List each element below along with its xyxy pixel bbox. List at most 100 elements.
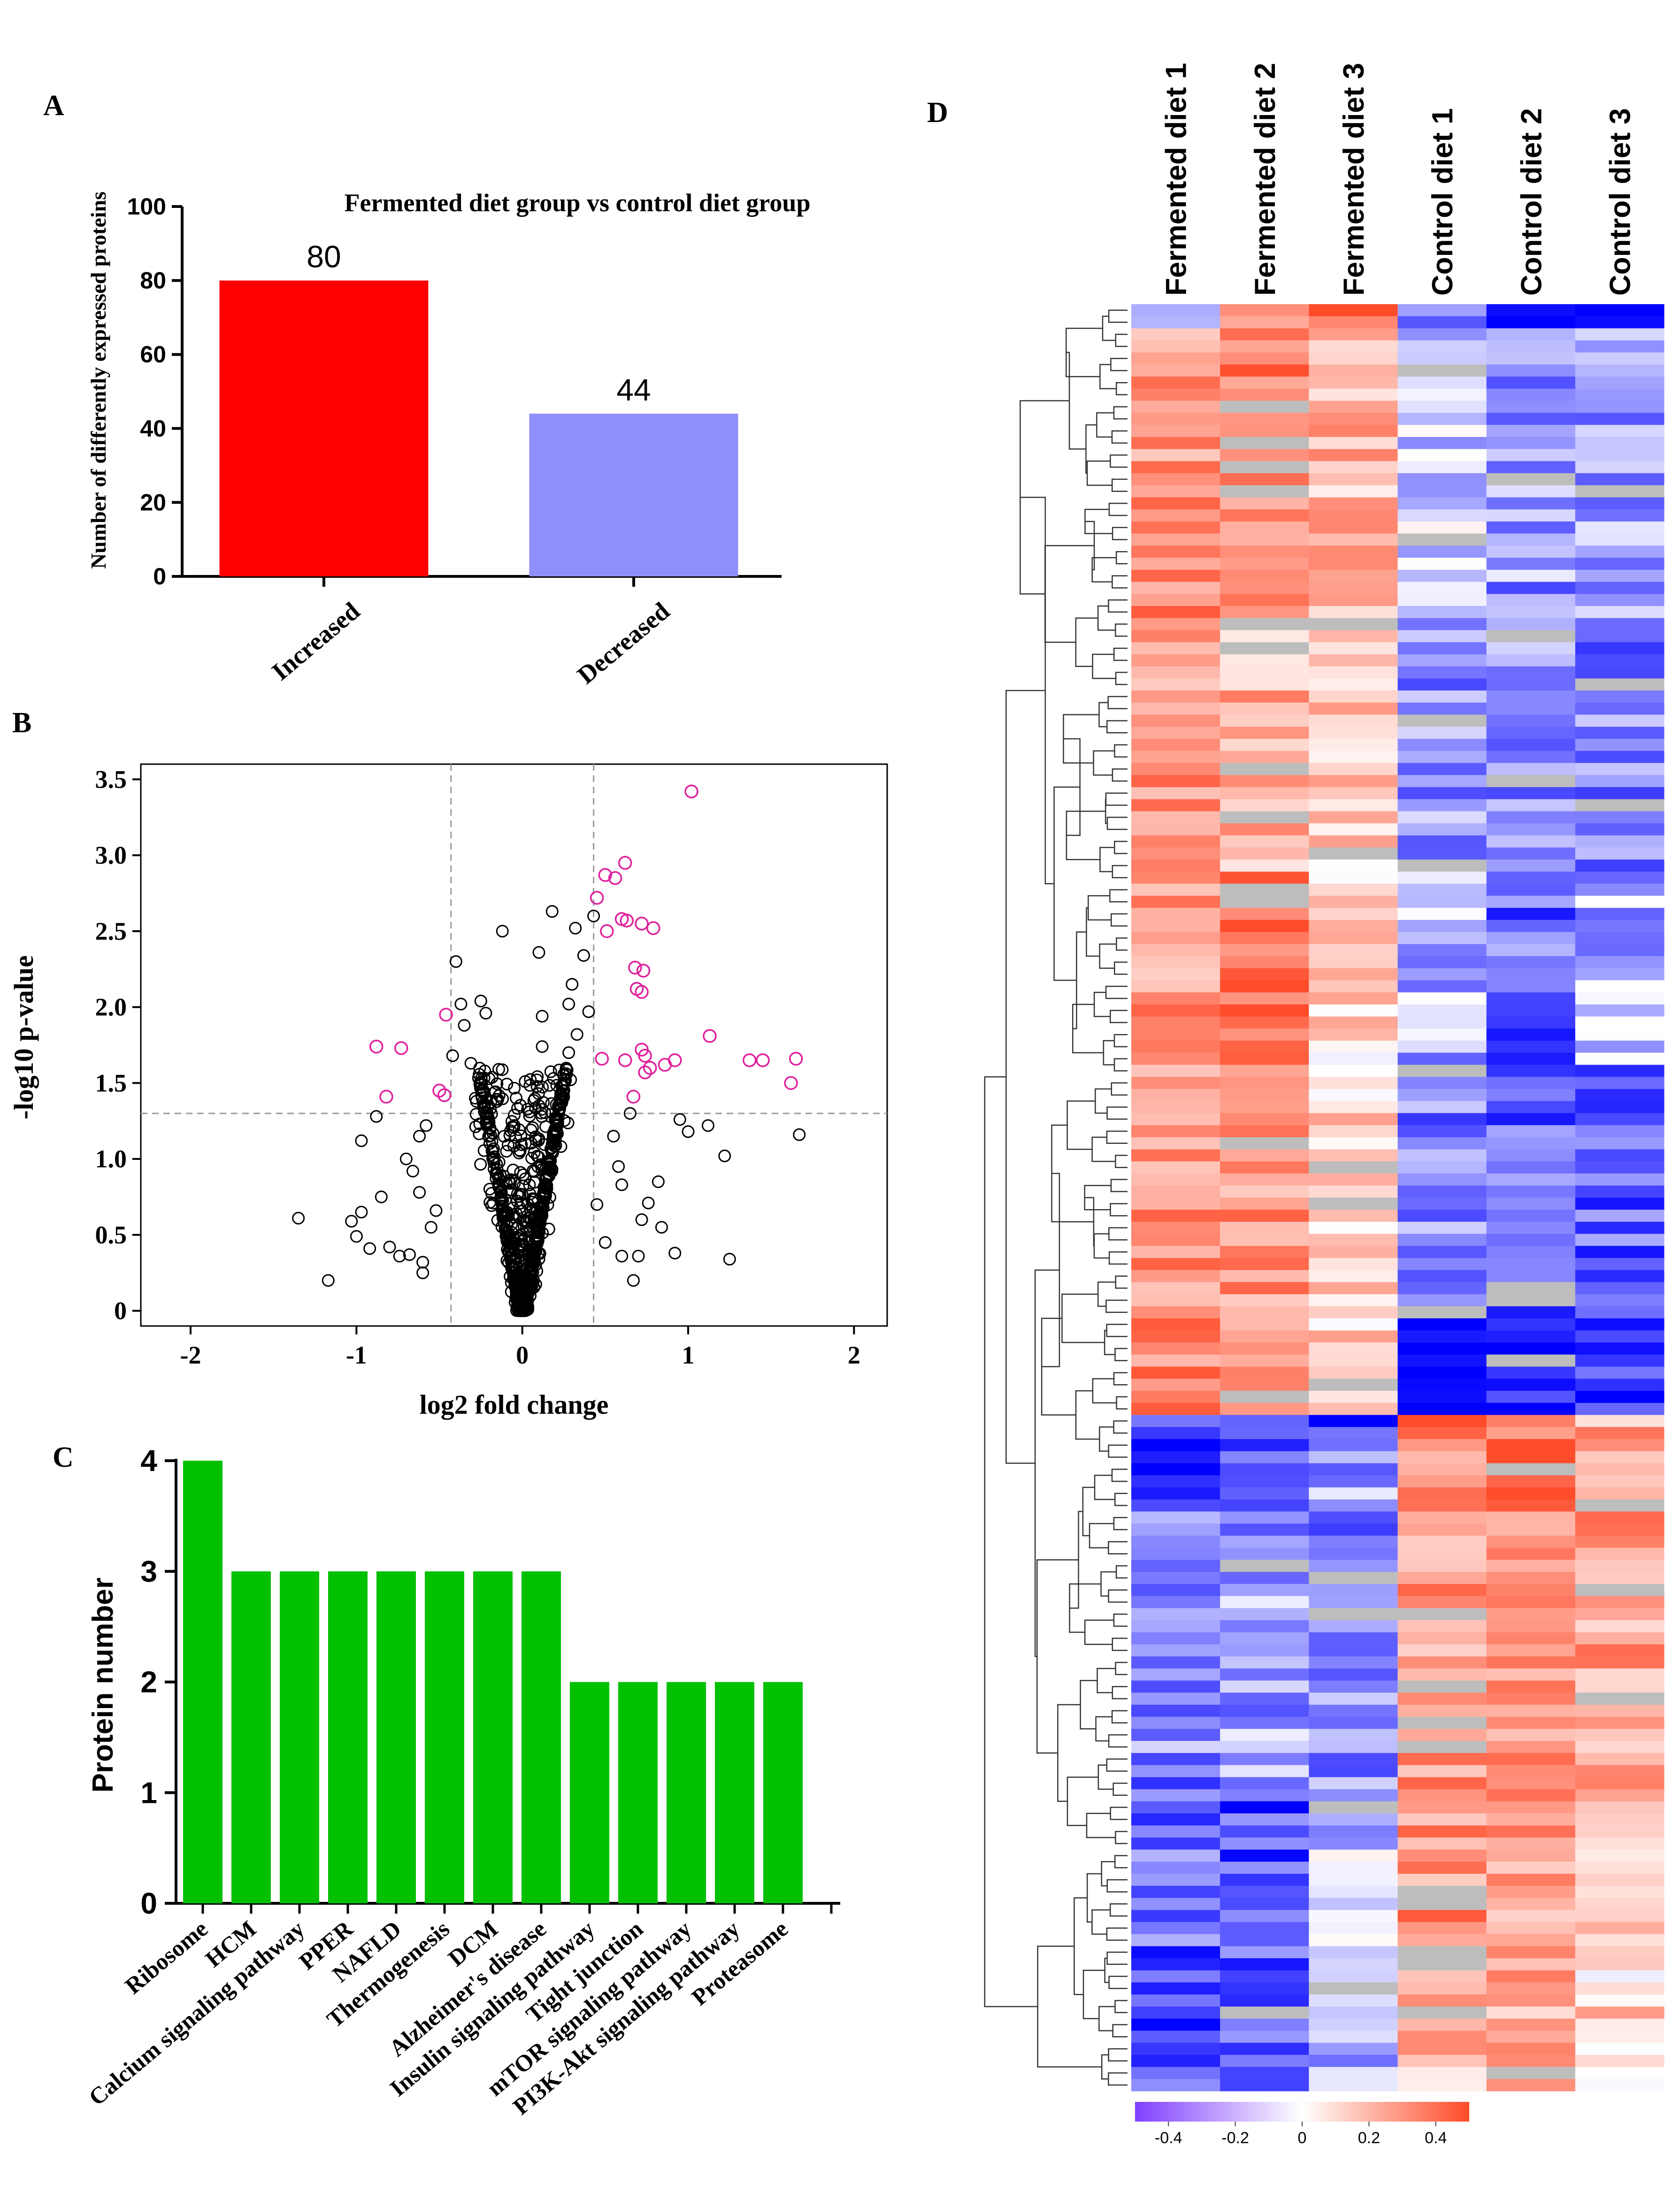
point-not-significant [529,1102,542,1115]
heatmap-cell [1309,1065,1398,1077]
heatmap-cell [1486,1813,1576,1826]
point-not-significant [522,1303,535,1316]
heatmap-cell [1397,304,1487,317]
heatmap-cell [1220,1560,1309,1572]
heatmap-cell [1309,1862,1398,1874]
heatmap-cell [1397,1318,1487,1331]
point-not-significant [530,1073,544,1087]
dendrogram-branch [1108,2072,1128,2086]
heatmap-cell [1309,1668,1398,1681]
point-not-significant [416,1266,430,1280]
heatmap-cell [1397,1234,1487,1246]
heatmap-cell [1397,1451,1487,1464]
heatmap-cell [1397,1221,1487,1234]
heatmap-cell [1220,1451,1309,1464]
dendrogram-branch [1111,430,1128,444]
heatmap-cell [1131,1016,1220,1029]
point-significant [635,985,649,999]
heatmap-cell [1220,316,1309,329]
point-significant [742,1053,757,1067]
heatmap-cell [1486,1270,1576,1283]
dendrogram-branch [1108,1589,1128,1603]
heatmap-cell [1575,1982,1665,1995]
heatmap-cell [1486,908,1576,920]
heatmap-cell [1309,883,1398,896]
heatmap-cell [1220,1342,1309,1355]
pathway-bar [570,1682,609,1903]
heatmap-cell [1397,630,1487,643]
heatmap-cell [1309,389,1398,401]
heatmap-cell [1486,1693,1576,1705]
heatmap-cell [1131,714,1220,727]
heatmap-cell [1220,1463,1309,1476]
point-not-significant [528,1146,541,1159]
dendrogram-branch [1114,1493,1128,1506]
heatmap-cell [1309,1837,1398,1850]
dendrogram-branch [1110,454,1128,468]
point-not-significant [500,1208,513,1221]
heatmap-cell [1486,1548,1576,1560]
heatmap-cell [1397,811,1487,824]
heatmap-cell [1575,1898,1665,1910]
heatmap-cell [1575,956,1665,969]
heatmap-cell [1220,1161,1309,1174]
heatmap-cell [1220,1717,1309,1729]
point-not-significant [495,1189,508,1202]
point-significant [369,1039,384,1054]
heatmap-column-labels: Fermented diet 1 Fermented diet 2 Fermente… [1160,63,1637,296]
heatmap-cell [1575,1862,1665,1874]
heatmap-dendrogram [984,309,1128,2086]
heatmap-cell [1397,533,1487,546]
heatmap-cell [1309,1560,1398,1572]
heatmap-cell [1397,497,1487,510]
point-significant [667,1053,682,1067]
dendrogram-branch [1082,1969,1105,2019]
heatmap-cell [1309,1221,1398,1234]
point-not-significant [508,1109,521,1122]
heatmap-cell [1220,1415,1309,1427]
heatmap-cell [1131,702,1220,715]
heatmap-cell [1309,1463,1398,1476]
heatmap-cell [1220,1910,1309,1923]
heatmap-cell [1397,847,1487,860]
heatmap-cell [1397,328,1487,341]
point-not-significant [403,1248,416,1261]
point-not-significant [475,1078,488,1091]
heatmap-cell [1397,992,1487,1005]
heatmap-cell [1397,2043,1487,2055]
heatmap-cell [1309,1548,1398,1560]
heatmap-cell [1397,1197,1487,1210]
heatmap-cell [1309,1596,1398,1609]
dendrogram-branch [1082,1487,1095,1536]
dendrogram-branch [1091,1909,1111,1935]
heatmap-cell [1486,437,1576,450]
heatmap-cell [1397,1837,1487,1850]
point-significant [437,1088,452,1103]
heatmap-cell [1486,1994,1576,2007]
dendrogram-branch [1113,1058,1128,1072]
panel-b: B log2 fold change -log10 p-value -2 -1 0 1… [8,707,888,1420]
heatmap-cell [1397,654,1487,667]
heatmap-cell [1486,799,1576,812]
point-significant [756,1053,770,1067]
heatmap-cell [1131,1837,1220,1850]
heatmap-cell [1220,533,1309,546]
heatmap-cell [1220,811,1309,824]
heatmap-cell [1575,1101,1665,1113]
heatmap-cell [1131,883,1220,896]
heatmap-cell [1309,376,1398,389]
chart-c-ylabel: Protein number [87,1578,119,1793]
heatmap-cell [1131,1982,1220,1995]
point-not-significant [498,1216,511,1229]
dendrogram-branch [1106,1758,1128,1772]
heatmap-cell [1397,437,1487,450]
point-not-significant [701,1119,714,1132]
heatmap-cell [1131,1693,1220,1705]
heatmap-cell [1220,823,1309,836]
heatmap-cell [1397,1028,1487,1041]
y-tick-label: 3.0 [95,841,127,869]
point-not-significant [612,1160,625,1173]
heatmap-cell [1131,1113,1220,1126]
heatmap-cell [1220,1258,1309,1271]
dendrogram-branch [1107,696,1128,709]
